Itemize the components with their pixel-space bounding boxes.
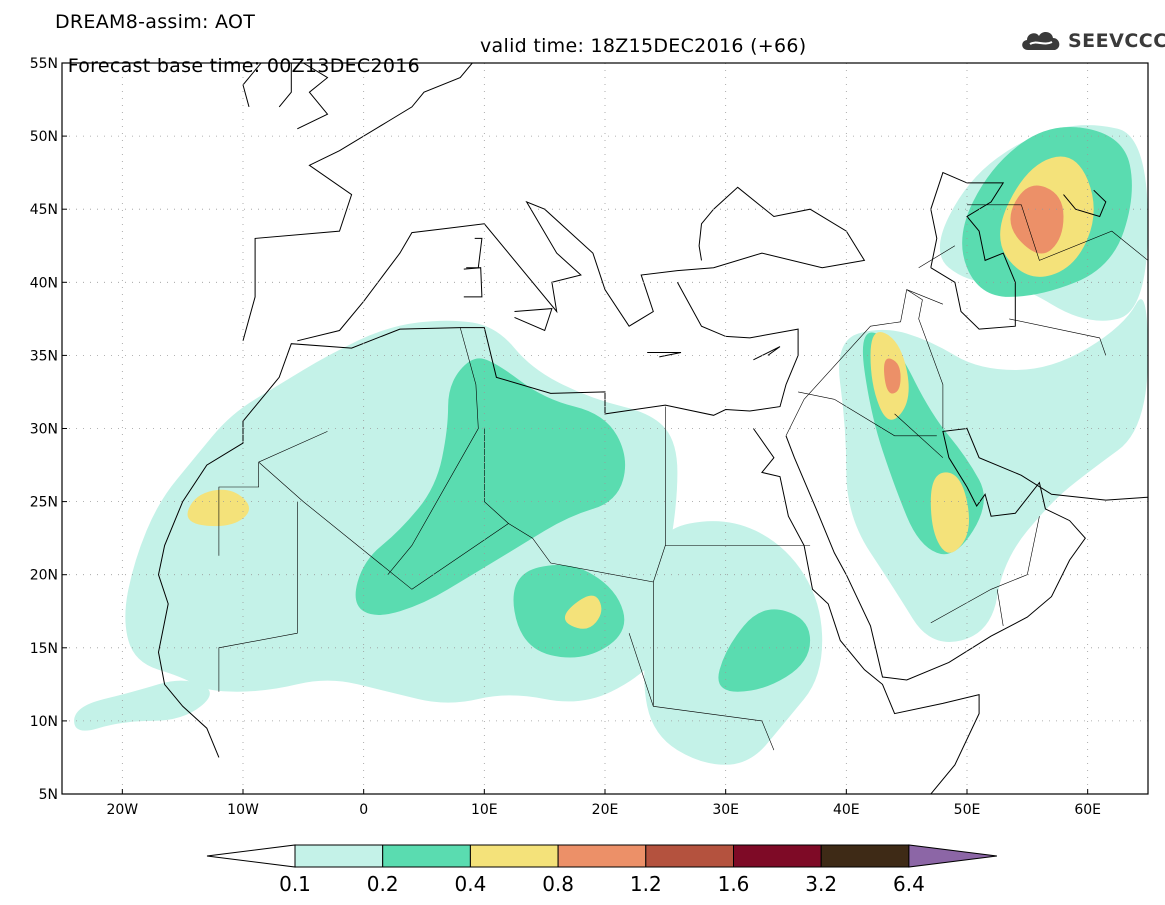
border-segment	[834, 399, 937, 437]
border-segment	[218, 431, 328, 556]
border-segment	[967, 204, 1148, 261]
aot-region-iraq-core	[884, 358, 901, 394]
aot-region-western-sahara	[187, 489, 250, 527]
colorbar-swatch	[733, 844, 822, 868]
logo-text: SEEVCCC	[1068, 30, 1165, 52]
coastline-segment	[463, 267, 483, 298]
colorbar-label: 6.4	[893, 872, 925, 896]
colorbar-swatch	[469, 844, 559, 868]
longitude-labels: 20W 10W 0 10E 20E 30E 40E 50E 60E	[106, 789, 1101, 818]
colorbar-under-arrow	[206, 844, 296, 868]
lat-label: 25N	[30, 495, 58, 511]
seevccc-logo: SEEVCCC	[1018, 26, 1165, 56]
lon-label: 20E	[592, 802, 619, 818]
aot-region-sahel-southwest	[74, 680, 210, 731]
lat-label: 55N	[30, 56, 58, 72]
cloud-icon	[1022, 32, 1060, 50]
border-segment	[653, 545, 666, 583]
lat-label: 15N	[30, 641, 58, 657]
border-segment	[930, 516, 1040, 624]
lon-label: 0	[359, 802, 368, 818]
lat-label: 10N	[30, 714, 58, 730]
colorbar-label: 0.4	[454, 872, 486, 896]
aot-region-algeria-tunisia	[355, 358, 626, 615]
border-segment	[218, 501, 298, 692]
colorbar-label: 0.2	[367, 872, 399, 896]
lon-label: 20W	[106, 802, 138, 818]
aot-region-arabia-spot	[930, 472, 969, 553]
lat-label: 5N	[39, 787, 58, 803]
colorbar-label: 0.1	[279, 872, 311, 896]
coastline-segment	[753, 346, 781, 361]
border-segment	[996, 589, 1004, 626]
lat-label: 35N	[30, 348, 58, 364]
colorbar-label: 1.2	[630, 872, 662, 896]
coastline-segment	[930, 171, 1016, 330]
forecast-time-line: Forecast base time: 00Z13DEC2016 valid t…	[55, 36, 807, 96]
lon-label: 60E	[1074, 802, 1101, 818]
border-segment	[906, 289, 944, 429]
colorbar-swatch	[557, 844, 647, 868]
forecast-base-time: Forecast base time: 00Z13DEC2016	[67, 55, 421, 77]
colorbar-swatch	[645, 844, 734, 868]
map-title: DREAM8-assim: AOT	[55, 11, 256, 33]
colorbar-label: 0.8	[542, 872, 574, 896]
coastline-segment	[1063, 189, 1107, 218]
lat-label: 45N	[30, 202, 58, 218]
border-segment	[628, 633, 775, 751]
coastline-segment	[514, 308, 553, 332]
lat-label: 40N	[30, 275, 58, 291]
aot-region-chad-spot	[564, 595, 602, 629]
border-segment	[484, 428, 509, 524]
lon-label: 10E	[471, 802, 498, 818]
colorbar: 0.1 0.2 0.4 0.8 1.2 1.6 3.2 6.4	[206, 844, 997, 896]
border-segment	[387, 327, 479, 575]
border-segment	[894, 413, 944, 458]
border-segment	[798, 391, 835, 400]
colorbar-swatch	[382, 844, 471, 868]
lon-label: 40E	[833, 802, 860, 818]
latitude-labels: 55N 50N 45N 40N 35N 30N 25N 20N 15N 10N 5N	[30, 56, 67, 803]
colorbar-label: 3.2	[805, 872, 837, 896]
coastline-segment	[752, 428, 980, 794]
colorbar-over-arrow	[908, 844, 997, 868]
coastline-segment	[242, 63, 473, 341]
border-segment	[918, 245, 956, 268]
lon-label: 30E	[712, 802, 739, 818]
coastline-segment	[242, 63, 292, 108]
coastline-segment	[157, 282, 799, 758]
aot-region-caspian-core	[1010, 185, 1064, 254]
coastline-segment	[647, 352, 682, 358]
lon-label: 50E	[954, 802, 981, 818]
coastline-segment	[297, 186, 866, 342]
colorbar-swatch	[294, 844, 384, 868]
colorbar-label: 1.6	[718, 872, 750, 896]
lat-label: 50N	[30, 129, 58, 145]
border-segment	[785, 289, 944, 436]
lon-label: 10W	[227, 802, 259, 818]
lat-label: 20N	[30, 568, 58, 584]
border-segment	[1009, 318, 1107, 356]
valid-time: valid time: 18Z15DEC2016 (+66)	[480, 35, 807, 57]
coastline-segment	[466, 237, 483, 269]
colorbar-swatch	[820, 844, 910, 868]
graticule-layer	[62, 63, 1148, 794]
lat-label: 30N	[30, 422, 58, 438]
coastline-layer	[157, 63, 1148, 794]
aot-field-layer	[74, 125, 1148, 765]
coastline-segment	[785, 427, 1148, 681]
coastline-segment	[297, 63, 329, 130]
aot-region-sudan-core	[718, 609, 811, 692]
